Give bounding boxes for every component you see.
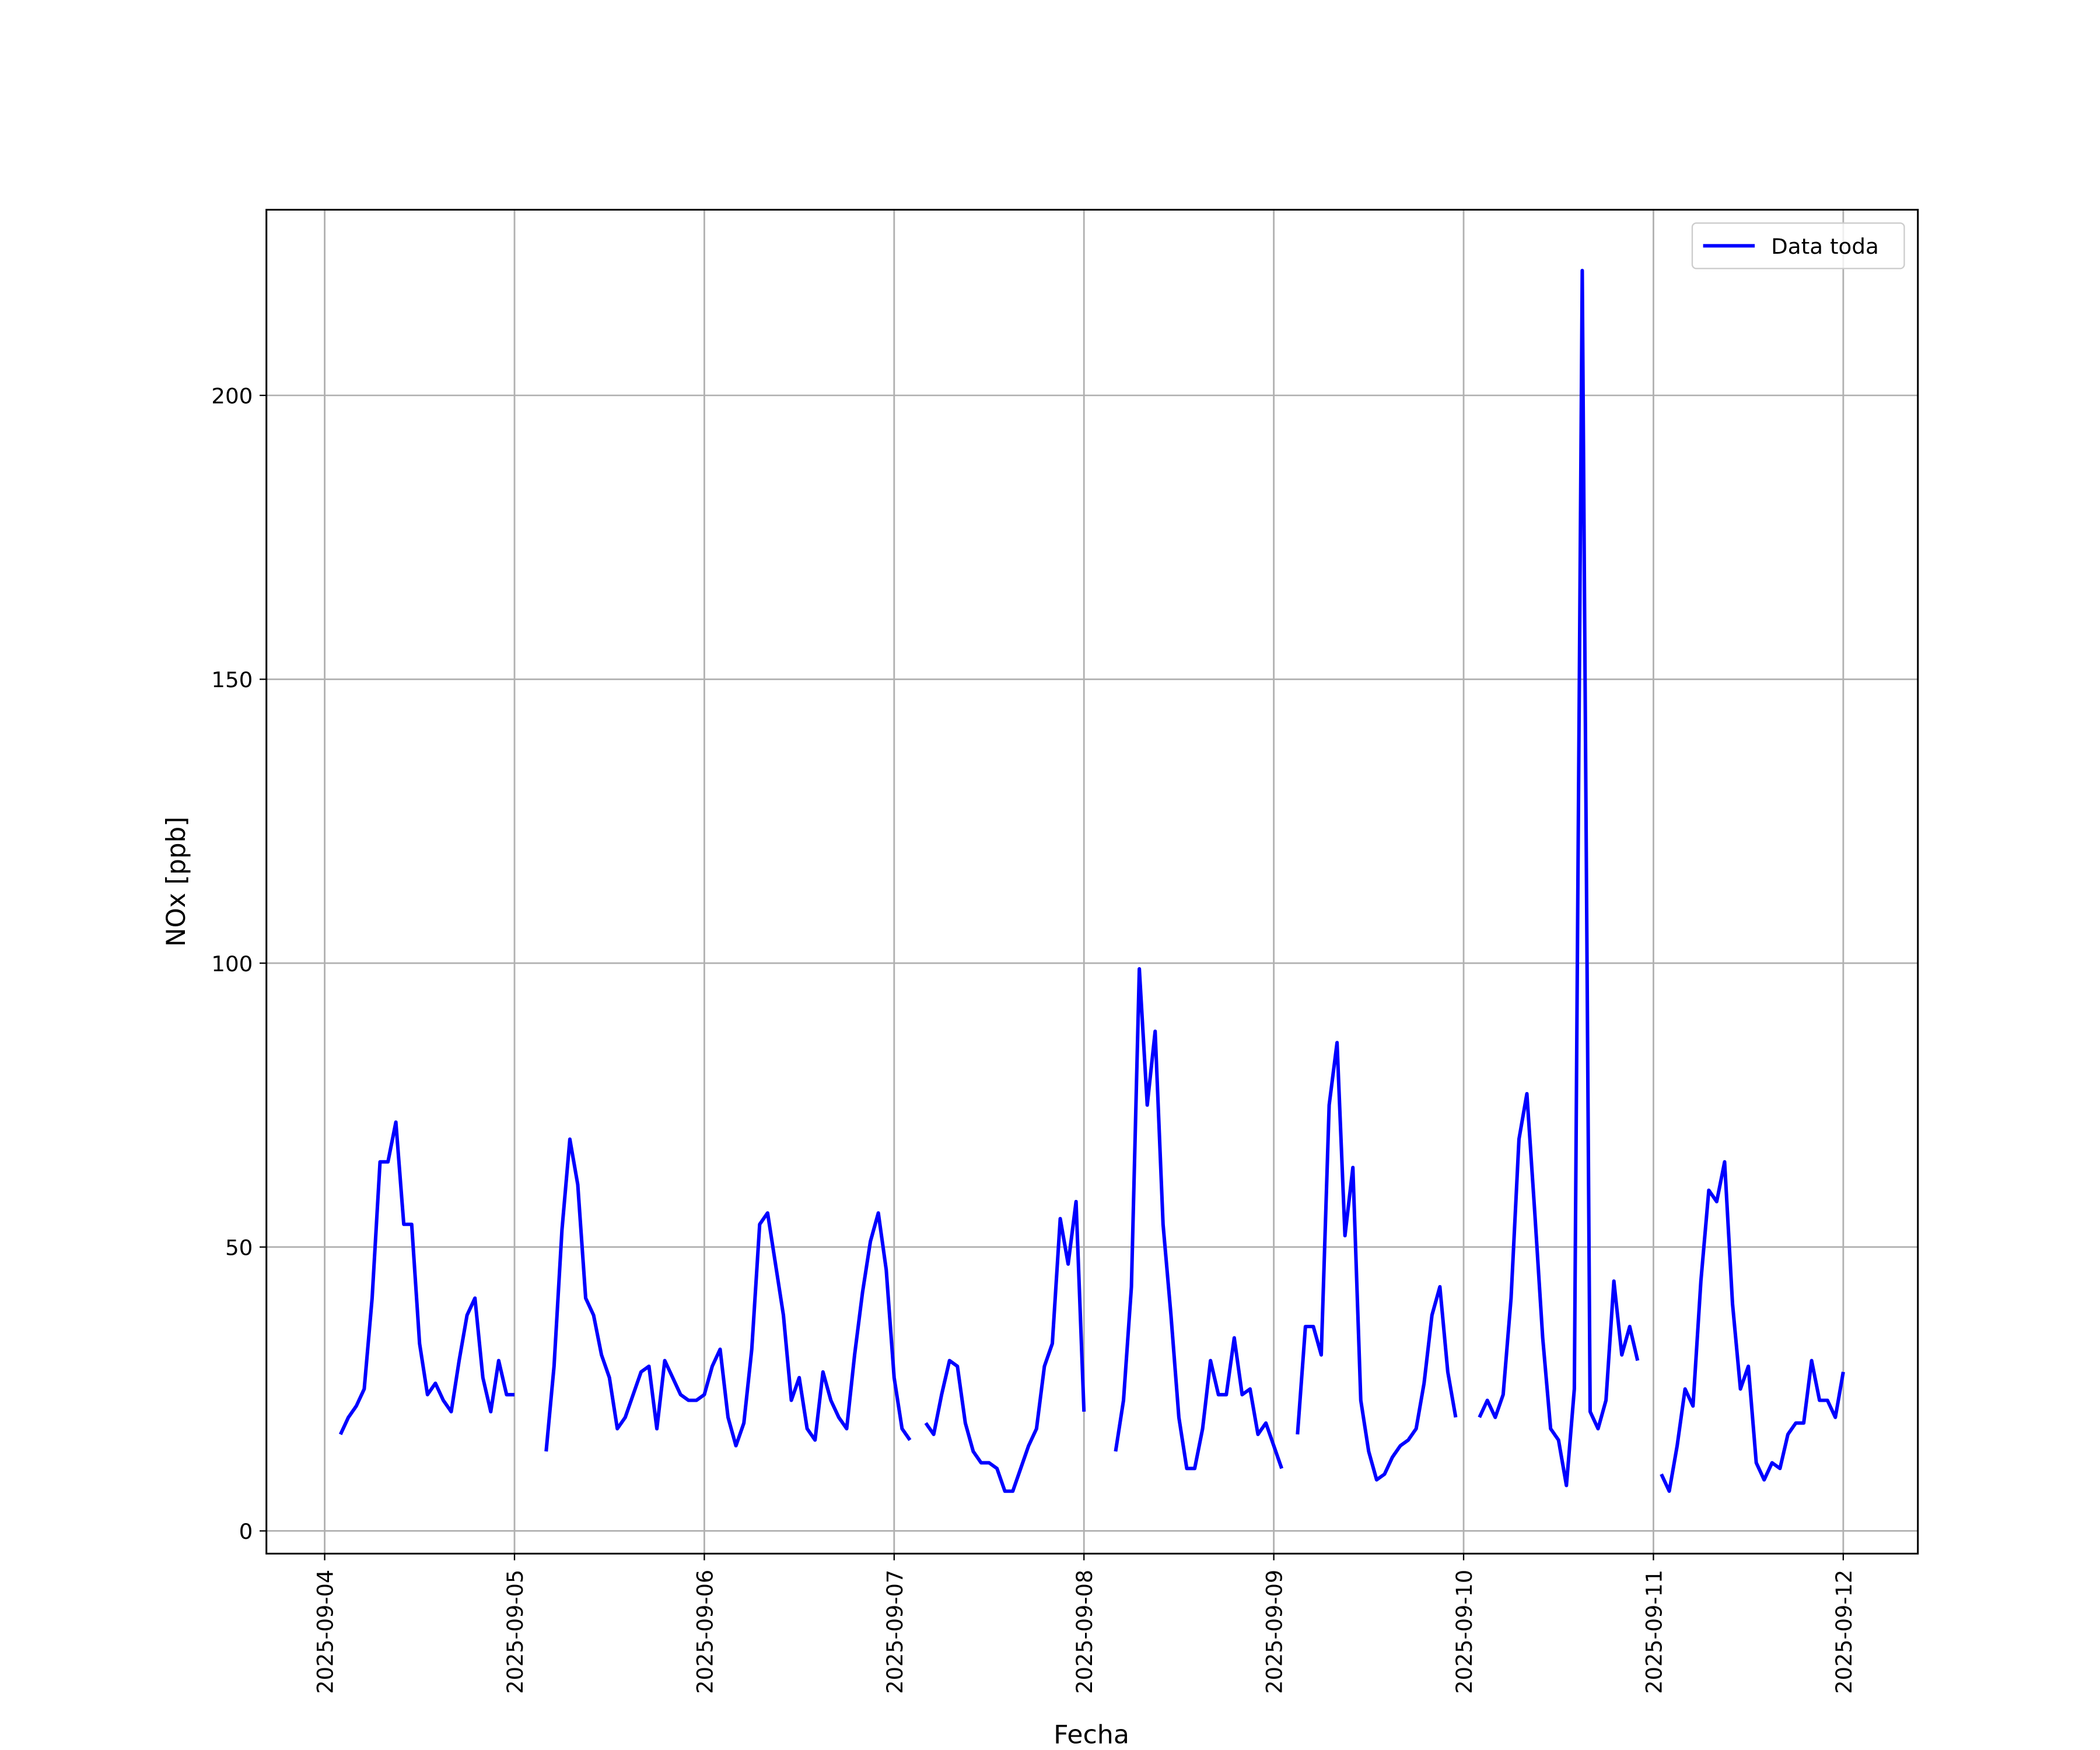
x-tick-label: 2025-09-12 <box>1832 1570 1857 1694</box>
x-tick-label: 2025-09-07 <box>882 1570 907 1694</box>
x-tick-label: 2025-09-04 <box>313 1570 338 1694</box>
data-line <box>338 268 1845 1493</box>
x-tick-label: 2025-09-05 <box>503 1570 528 1694</box>
y-tick-label: 100 <box>211 951 253 977</box>
x-tick-label: 2025-09-06 <box>692 1570 718 1694</box>
x-tick-label: 2025-09-09 <box>1262 1570 1287 1694</box>
y-tick-label: 200 <box>211 384 253 409</box>
plot-frame <box>265 209 1919 1555</box>
x-tick-label: 2025-09-10 <box>1452 1570 1477 1694</box>
legend-label: Data toda <box>1771 234 1879 259</box>
y-axis-label: NOx [ppb] <box>162 817 191 947</box>
x-tick-label: 2025-09-11 <box>1642 1570 1667 1694</box>
legend-box <box>1691 222 1905 270</box>
y-tick-label: 50 <box>225 1236 253 1261</box>
y-tick-label: 150 <box>211 668 253 693</box>
legend: Data toda <box>1691 222 1905 270</box>
y-tick-label: 0 <box>239 1519 253 1544</box>
x-axis-label: Fecha <box>1054 1720 1129 1750</box>
x-tick-label: 2025-09-08 <box>1072 1570 1097 1694</box>
